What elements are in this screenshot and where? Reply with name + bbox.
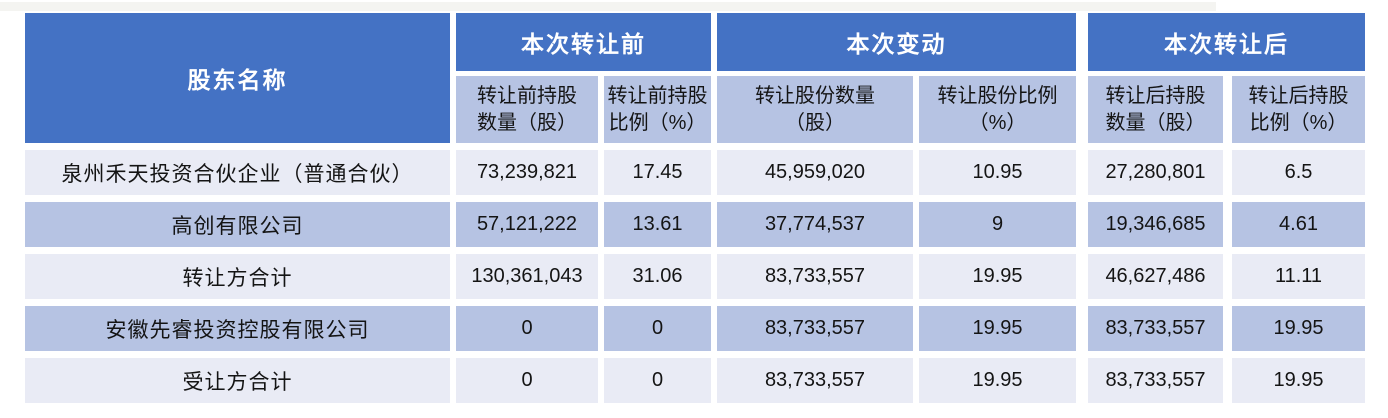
subheader-line: 数量（股） [1105,111,1206,134]
subheader-row: 转让前持股 数量（股） 转让前持股 比例（%） [456,76,711,143]
group-before-transfer-label: 本次转让前 [456,13,711,71]
value-cell: 19,346,685 [1088,202,1223,247]
subheader-line: （%） [968,111,1027,134]
value-cell: 13.61 [604,202,711,247]
value-cell: 19.95 [1232,358,1365,403]
table-row: 泉州禾天投资合伙企业（普通合伙） 73,239,821 17.45 45,959… [25,150,1365,195]
value-cell: 27,280,801 [1088,150,1223,195]
value-cell: 10.95 [919,150,1076,195]
subheader-pre-pct: 转让前持股 比例（%） [604,76,711,143]
subheader-row: 转让股份数量 （股） 转让股份比例 （%） [717,76,1076,143]
value-cell: 31.06 [604,254,711,299]
value-cell: 73,239,821 [456,150,598,195]
group-change: 本次变动 转让股份数量 （股） 转让股份比例 （%） [717,13,1076,143]
subheader-line: 转让后持股 [1248,84,1349,107]
subheader-post-pct: 转让后持股 比例（%） [1232,76,1365,143]
value-cell: 83,733,557 [717,306,913,351]
subheader-post-qty: 转让后持股 数量（股） [1088,76,1223,143]
value-cell: 19.95 [1232,306,1365,351]
value-cell: 19.95 [919,358,1076,403]
shareholder-name-cell: 安徽先睿投资控股有限公司 [25,306,450,351]
value-cell: 83,733,557 [717,254,913,299]
value-cell: 57,121,222 [456,202,598,247]
subheader-change-qty: 转让股份数量 （股） [717,76,913,143]
table-header: 股东名称 本次转让前 转让前持股 数量（股） 转让前持股 比例（%） 本次变动 [25,13,1365,143]
value-cell: 0 [604,306,711,351]
subheader-line: 转让前持股 [477,84,577,107]
share-transfer-table: 股东名称 本次转让前 转让前持股 数量（股） 转让前持股 比例（%） 本次变动 [25,13,1365,403]
value-cell: 11.11 [1232,254,1365,299]
shareholder-name-header-cell: 股东名称 [25,13,450,143]
group-after-transfer: 本次转让后 转让后持股 数量（股） 转让后持股 比例（%） [1088,13,1365,143]
table-row: 转让方合计 130,361,043 31.06 83,733,557 19.95… [25,254,1365,299]
subheader-pre-qty: 转让前持股 数量（股） [456,76,598,143]
value-cell: 0 [604,358,711,403]
top-edge-strip [0,2,1216,11]
value-cell: 19.95 [919,306,1076,351]
value-cell: 6.5 [1232,150,1365,195]
value-cell: 17.45 [604,150,711,195]
subheader-line: 数量（股） [477,111,577,134]
group-after-transfer-label: 本次转让后 [1088,13,1365,71]
subheader-change-pct: 转让股份比例 （%） [919,76,1076,143]
value-cell: 83,733,557 [1088,306,1223,351]
table-row: 安徽先睿投资控股有限公司 0 0 83,733,557 19.95 83,733… [25,306,1365,351]
subheader-line: 比例（%） [608,111,707,134]
table-row: 受让方合计 0 0 83,733,557 19.95 83,733,557 19… [25,358,1365,403]
subheader-line: 转让前持股 [607,84,708,107]
table-row: 高创有限公司 57,121,222 13.61 37,774,537 9 19,… [25,202,1365,247]
shareholder-name-cell: 泉州禾天投资合伙企业（普通合伙） [25,150,450,195]
value-cell: 83,733,557 [1088,358,1223,403]
value-cell: 130,361,043 [456,254,598,299]
value-cell: 45,959,020 [717,150,913,195]
value-cell: 0 [456,306,598,351]
value-cell: 83,733,557 [717,358,913,403]
subheader-line: 转让股份数量 [755,84,875,107]
subheader-row: 转让后持股 数量（股） 转让后持股 比例（%） [1088,76,1365,143]
value-cell: 0 [456,358,598,403]
shareholder-name-cell: 高创有限公司 [25,202,450,247]
group-change-label: 本次变动 [717,13,1076,71]
subheader-line: （股） [785,111,845,134]
value-cell: 4.61 [1232,202,1365,247]
subheader-line: 转让股份比例 [937,84,1058,107]
group-before-transfer: 本次转让前 转让前持股 数量（股） 转让前持股 比例（%） [456,13,711,143]
shareholder-name-cell: 受让方合计 [25,358,450,403]
subheader-line: 比例（%） [1249,111,1348,134]
value-cell: 19.95 [919,254,1076,299]
shareholder-name-cell: 转让方合计 [25,254,450,299]
subheader-line: 转让后持股 [1105,84,1206,107]
value-cell: 9 [919,202,1076,247]
value-cell: 37,774,537 [717,202,913,247]
value-cell: 46,627,486 [1088,254,1223,299]
